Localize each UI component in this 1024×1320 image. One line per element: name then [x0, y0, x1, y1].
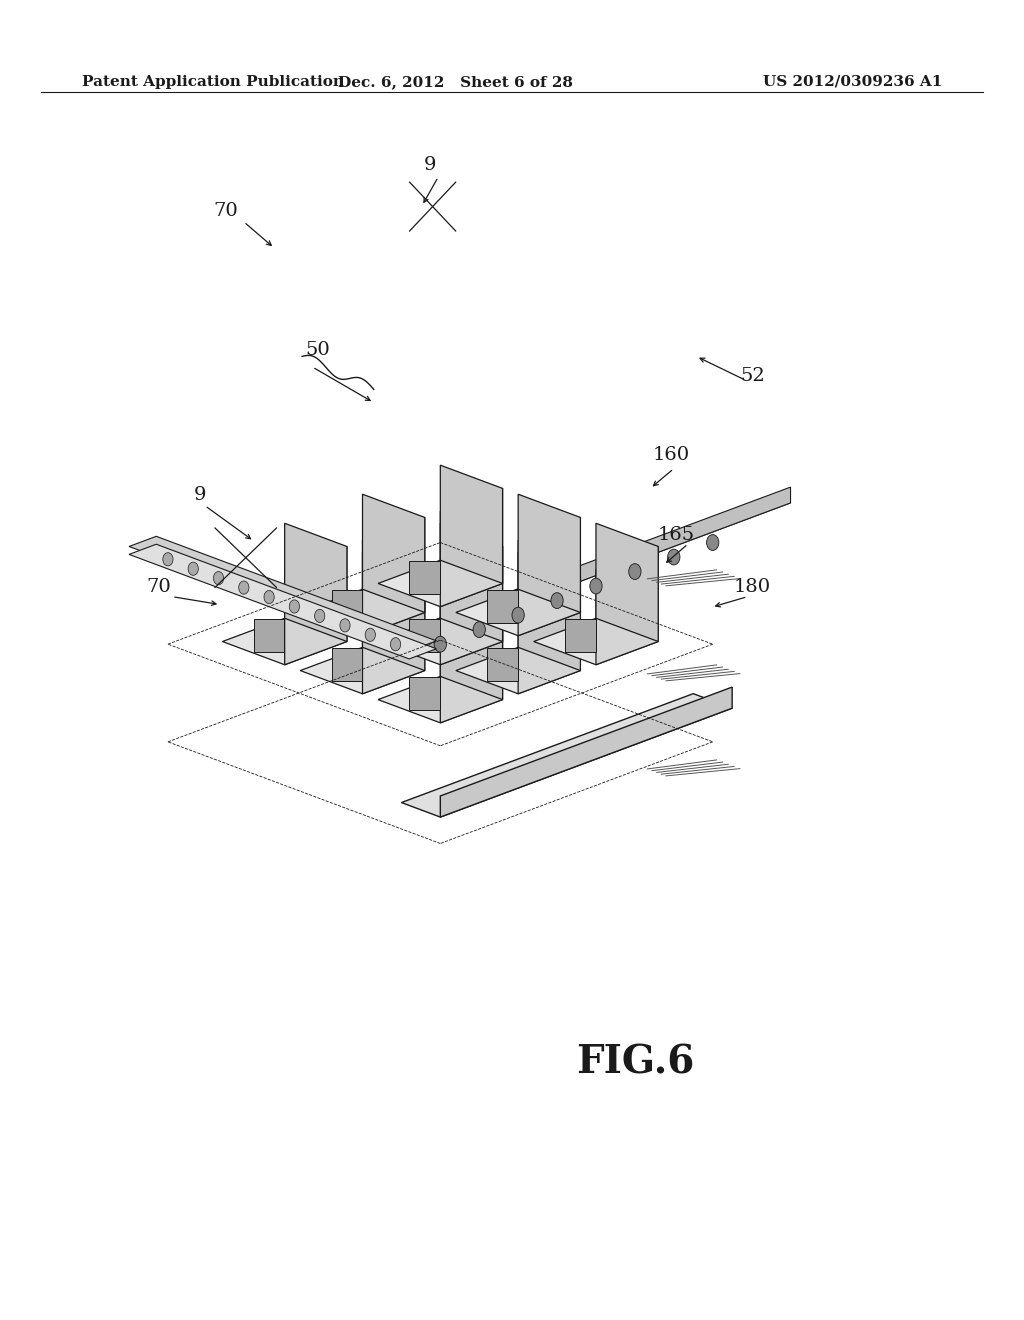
Circle shape: [434, 636, 446, 652]
Circle shape: [264, 590, 274, 603]
Bar: [410, 677, 440, 710]
Polygon shape: [378, 676, 503, 723]
Circle shape: [668, 549, 680, 565]
Polygon shape: [362, 517, 425, 636]
Polygon shape: [401, 694, 732, 817]
Circle shape: [340, 619, 350, 632]
Text: Dec. 6, 2012   Sheet 6 of 28: Dec. 6, 2012 Sheet 6 of 28: [338, 75, 573, 88]
Polygon shape: [440, 488, 503, 607]
Text: Patent Application Publication: Patent Application Publication: [82, 75, 344, 88]
Polygon shape: [300, 589, 425, 636]
Circle shape: [188, 562, 199, 576]
Polygon shape: [518, 517, 581, 636]
Text: 180: 180: [734, 578, 771, 597]
Text: 165: 165: [657, 525, 694, 544]
Bar: [332, 590, 362, 623]
Circle shape: [366, 628, 376, 642]
Text: FIG.6: FIG.6: [575, 1044, 694, 1081]
Polygon shape: [440, 546, 503, 665]
Polygon shape: [596, 546, 658, 665]
Polygon shape: [300, 647, 425, 694]
Polygon shape: [518, 576, 581, 694]
Polygon shape: [440, 581, 503, 700]
Circle shape: [707, 535, 719, 550]
Polygon shape: [440, 605, 503, 723]
Polygon shape: [285, 546, 347, 665]
Polygon shape: [401, 487, 791, 648]
Polygon shape: [362, 552, 425, 671]
Circle shape: [629, 564, 641, 579]
Text: 9: 9: [194, 486, 206, 504]
Polygon shape: [440, 465, 503, 583]
Circle shape: [239, 581, 249, 594]
Polygon shape: [362, 576, 425, 694]
Bar: [410, 561, 440, 594]
Circle shape: [551, 593, 563, 609]
Polygon shape: [129, 544, 436, 659]
Circle shape: [289, 599, 299, 612]
Text: 160: 160: [652, 446, 689, 465]
Polygon shape: [285, 523, 347, 642]
Circle shape: [512, 607, 524, 623]
Bar: [332, 648, 362, 681]
Polygon shape: [456, 589, 581, 636]
Polygon shape: [518, 552, 581, 671]
Circle shape: [163, 553, 173, 566]
Text: 70: 70: [146, 578, 171, 597]
Bar: [565, 619, 596, 652]
Polygon shape: [362, 494, 425, 612]
Polygon shape: [534, 618, 658, 665]
Bar: [487, 648, 518, 681]
Polygon shape: [378, 560, 503, 607]
Circle shape: [213, 572, 223, 585]
Circle shape: [390, 638, 400, 651]
Circle shape: [314, 610, 325, 623]
Circle shape: [590, 578, 602, 594]
Polygon shape: [382, 495, 791, 648]
Text: 70: 70: [213, 202, 238, 220]
Polygon shape: [440, 686, 732, 817]
Text: 9: 9: [424, 156, 436, 174]
Polygon shape: [129, 536, 436, 651]
Polygon shape: [596, 523, 658, 642]
Polygon shape: [222, 618, 347, 665]
Bar: [254, 619, 285, 652]
Text: 50: 50: [305, 341, 330, 359]
Polygon shape: [378, 618, 503, 665]
Polygon shape: [518, 494, 581, 612]
Polygon shape: [440, 523, 503, 642]
Circle shape: [473, 622, 485, 638]
Bar: [487, 590, 518, 623]
Text: US 2012/0309236 A1: US 2012/0309236 A1: [763, 75, 942, 88]
Polygon shape: [456, 647, 581, 694]
Bar: [410, 619, 440, 652]
Text: 52: 52: [740, 367, 765, 385]
